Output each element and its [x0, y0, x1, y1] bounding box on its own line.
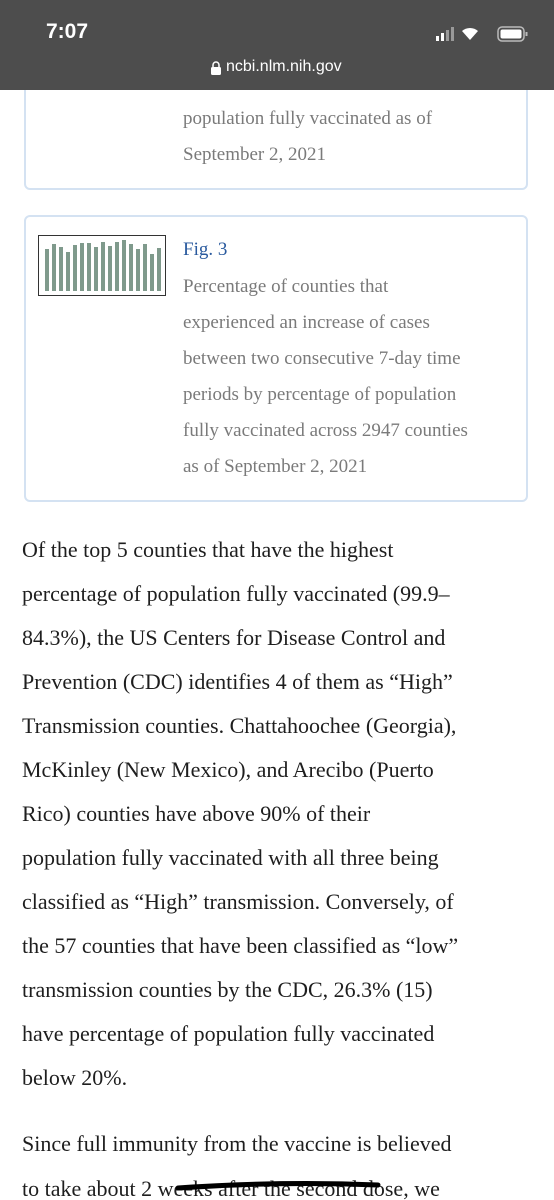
- scribble: [175, 1181, 381, 1191]
- status-bar: [0, 0, 554, 90]
- clock: 7:07: [46, 20, 89, 43]
- url[interactable]: ncbi.nlm.nih.gov: [226, 58, 342, 75]
- figure-thumbnail[interactable]: [38, 235, 166, 296]
- figure-card[interactable]: [24, 215, 528, 502]
- figure-link[interactable]: Fig. 3: [183, 239, 228, 260]
- paragraph-line: Transmission counties. Chattahoochee (Ge…: [22, 713, 457, 738]
- paragraph-line: Rico) counties have above 90% of their: [22, 801, 371, 826]
- caption-line: experienced an increase of cases: [183, 312, 430, 333]
- paragraph-line: 84.3%), the US Centers for Disease Contr…: [22, 625, 446, 650]
- caption-line: fully vaccinated across 2947 counties: [183, 420, 468, 441]
- caption-line: population fully vaccinated as of: [183, 108, 433, 129]
- status-icons: [436, 26, 528, 42]
- caption-line: between two consecutive 7-day time: [183, 348, 461, 369]
- caption-line: periods by percentage of population: [183, 384, 457, 405]
- paragraph-line: classified as “High” transmission. Conve…: [22, 889, 454, 914]
- paragraph-line: below 20%.: [22, 1065, 128, 1090]
- lock-icon: [211, 61, 221, 75]
- paragraph-line: population fully vaccinated with all thr…: [22, 845, 439, 870]
- paragraph-line: the 57 counties that have been classifie…: [22, 933, 459, 958]
- paragraph-line: have percentage of population fully vacc…: [22, 1021, 435, 1046]
- paragraph-line: Of the top 5 counties that have the high…: [22, 537, 394, 562]
- paragraph-line: McKinley (New Mexico), and Arecibo (Puer…: [22, 757, 434, 782]
- caption-line: as of September 2, 2021: [183, 456, 368, 477]
- paragraph-line: transmission counties by the CDC, 26.3% …: [22, 977, 433, 1002]
- paragraph-line: Since full immunity from the vaccine is …: [22, 1131, 452, 1156]
- paragraph-line: Prevention (CDC) identifies 4 of them as…: [22, 669, 453, 694]
- caption-line: Percentage of counties that: [183, 276, 389, 297]
- paragraph-line: to take about 2 weeks after the second d…: [22, 1176, 440, 1200]
- caption-line: September 2, 2021: [183, 144, 327, 165]
- paragraph-line: percentage of population fully vaccinate…: [22, 581, 450, 606]
